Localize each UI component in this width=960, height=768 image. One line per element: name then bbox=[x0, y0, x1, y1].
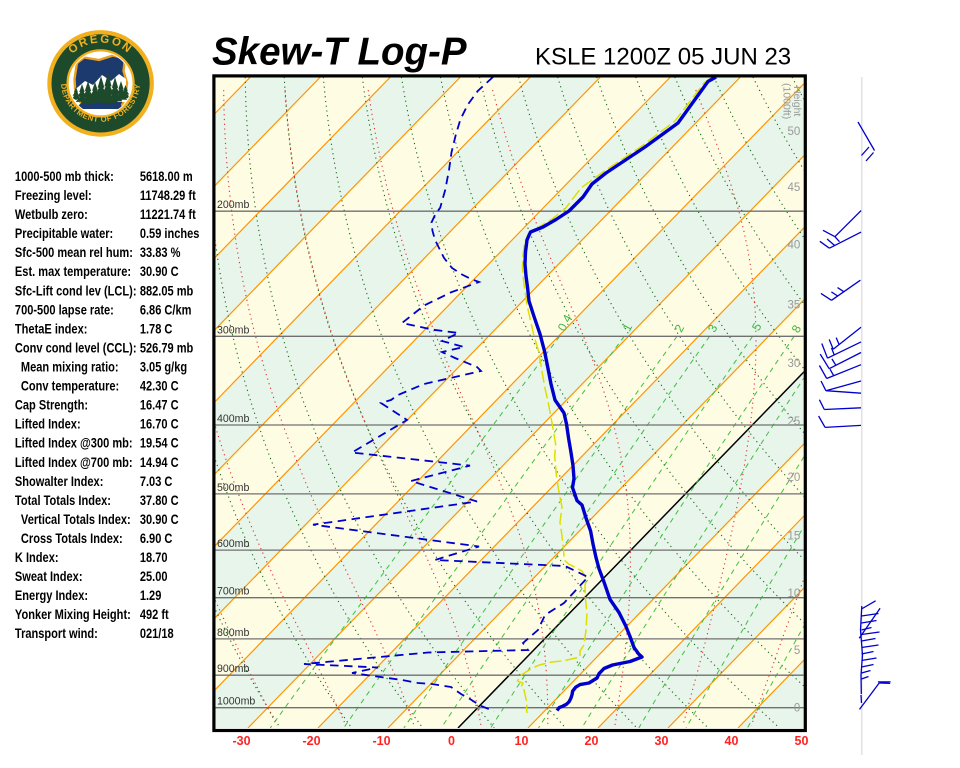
svg-text:200mb: 200mb bbox=[217, 199, 249, 211]
svg-text:Energy Index:: Energy Index: bbox=[15, 588, 88, 604]
svg-text:30.90 C: 30.90 C bbox=[140, 264, 179, 280]
svg-text:Precipitable water:: Precipitable water: bbox=[15, 226, 113, 242]
svg-text:35: 35 bbox=[788, 300, 801, 312]
svg-text:50: 50 bbox=[795, 734, 809, 748]
svg-text:Total Totals Index:: Total Totals Index: bbox=[15, 493, 111, 509]
svg-text:5: 5 bbox=[794, 645, 800, 657]
svg-text:45: 45 bbox=[788, 182, 801, 194]
svg-text:700-500 lapse rate:: 700-500 lapse rate: bbox=[15, 302, 114, 318]
svg-text:30: 30 bbox=[655, 734, 669, 748]
svg-text:0.59 inches: 0.59 inches bbox=[140, 226, 200, 242]
svg-text:500mb: 500mb bbox=[217, 482, 249, 494]
svg-text:-30: -30 bbox=[232, 734, 250, 748]
svg-text:Sfc-500 mean rel hum:: Sfc-500 mean rel hum: bbox=[15, 245, 133, 261]
svg-text:11221.74 ft: 11221.74 ft bbox=[140, 207, 197, 223]
svg-text:882.05 mb: 882.05 mb bbox=[140, 283, 194, 299]
svg-text:Sfc-Lift cond lev (LCL):: Sfc-Lift cond lev (LCL): bbox=[15, 283, 137, 299]
svg-text:40: 40 bbox=[788, 240, 801, 252]
svg-text:526.79 mb: 526.79 mb bbox=[140, 340, 194, 356]
svg-text:6.90 C: 6.90 C bbox=[140, 531, 173, 547]
svg-text:42.30 C: 42.30 C bbox=[140, 378, 179, 394]
svg-text:Mean mixing ratio:: Mean mixing ratio: bbox=[21, 359, 119, 375]
svg-text:1.78 C: 1.78 C bbox=[140, 321, 173, 337]
svg-text:Cross Totals Index:: Cross Totals Index: bbox=[21, 531, 123, 547]
svg-text:-20: -20 bbox=[302, 734, 320, 748]
svg-text:30: 30 bbox=[788, 358, 801, 370]
svg-text:Lifted Index @300 mb:: Lifted Index @300 mb: bbox=[15, 435, 133, 451]
svg-text:40: 40 bbox=[725, 734, 739, 748]
svg-text:700mb: 700mb bbox=[217, 586, 249, 598]
svg-text:5618.00 m: 5618.00 m bbox=[140, 169, 193, 185]
svg-text:18.70: 18.70 bbox=[140, 550, 168, 566]
svg-text:3.05 g/kg: 3.05 g/kg bbox=[140, 359, 187, 375]
svg-text:0: 0 bbox=[794, 703, 800, 715]
svg-text:600mb: 600mb bbox=[217, 538, 249, 550]
svg-text:Skew-T Log-P: Skew-T Log-P bbox=[212, 30, 467, 73]
svg-text:0: 0 bbox=[448, 734, 455, 748]
svg-text:Height: Height bbox=[791, 86, 803, 116]
svg-text:25: 25 bbox=[788, 416, 801, 428]
svg-text:Lifted Index @700 mb:: Lifted Index @700 mb: bbox=[15, 455, 133, 471]
svg-text:20: 20 bbox=[788, 472, 801, 484]
svg-text:Cap Strength:: Cap Strength: bbox=[15, 397, 88, 413]
svg-text:14.94 C: 14.94 C bbox=[140, 455, 179, 471]
svg-text:KSLE 1200Z 05 JUN 23: KSLE 1200Z 05 JUN 23 bbox=[535, 43, 791, 70]
svg-text:300mb: 300mb bbox=[217, 324, 249, 336]
svg-text:15: 15 bbox=[788, 530, 801, 542]
svg-text:800mb: 800mb bbox=[217, 627, 249, 639]
svg-text:50: 50 bbox=[788, 126, 801, 138]
svg-text:Transport wind:: Transport wind: bbox=[15, 626, 98, 642]
svg-text:Est. max temperature:: Est. max temperature: bbox=[15, 264, 131, 280]
svg-text:1000-500 mb thick:: 1000-500 mb thick: bbox=[15, 169, 114, 185]
svg-text:Showalter Index:: Showalter Index: bbox=[15, 474, 103, 490]
svg-text:19.54 C: 19.54 C bbox=[140, 435, 179, 451]
svg-text:6.86 C/km: 6.86 C/km bbox=[140, 302, 192, 318]
svg-text:400mb: 400mb bbox=[217, 413, 249, 425]
svg-text:ThetaE index:: ThetaE index: bbox=[15, 321, 87, 337]
svg-text:Wetbulb zero:: Wetbulb zero: bbox=[15, 207, 88, 223]
svg-text:Sweat Index:: Sweat Index: bbox=[15, 569, 83, 585]
svg-text:33.83 %: 33.83 % bbox=[140, 245, 181, 261]
svg-text:Yonker Mixing Height:: Yonker Mixing Height: bbox=[15, 607, 131, 623]
svg-text:Lifted Index:: Lifted Index: bbox=[15, 416, 81, 432]
svg-text:(1000ft): (1000ft) bbox=[781, 83, 793, 119]
svg-text:7.03 C: 7.03 C bbox=[140, 474, 173, 490]
svg-text:Conv cond level (CCL):: Conv cond level (CCL): bbox=[15, 340, 137, 356]
svg-text:1000mb: 1000mb bbox=[217, 696, 255, 708]
svg-text:16.70 C: 16.70 C bbox=[140, 416, 179, 432]
svg-text:25.00: 25.00 bbox=[140, 569, 168, 585]
svg-text:20: 20 bbox=[585, 734, 599, 748]
svg-text:10: 10 bbox=[788, 588, 801, 600]
svg-text:900mb: 900mb bbox=[217, 663, 249, 675]
svg-text:37.80 C: 37.80 C bbox=[140, 493, 179, 509]
svg-text:Vertical Totals Index:: Vertical Totals Index: bbox=[21, 512, 131, 528]
svg-text:11748.29 ft: 11748.29 ft bbox=[140, 188, 197, 204]
svg-text:-10: -10 bbox=[372, 734, 390, 748]
svg-text:30.90 C: 30.90 C bbox=[140, 512, 179, 528]
svg-text:492 ft: 492 ft bbox=[140, 607, 170, 623]
svg-text:16.47 C: 16.47 C bbox=[140, 397, 179, 413]
svg-text:10: 10 bbox=[515, 734, 529, 748]
svg-text:K Index:: K Index: bbox=[15, 550, 59, 566]
svg-text:Freezing level:: Freezing level: bbox=[15, 188, 92, 204]
svg-text:1.29: 1.29 bbox=[140, 588, 162, 604]
svg-text:Conv temperature:: Conv temperature: bbox=[21, 378, 119, 394]
svg-text:021/18: 021/18 bbox=[140, 626, 174, 642]
